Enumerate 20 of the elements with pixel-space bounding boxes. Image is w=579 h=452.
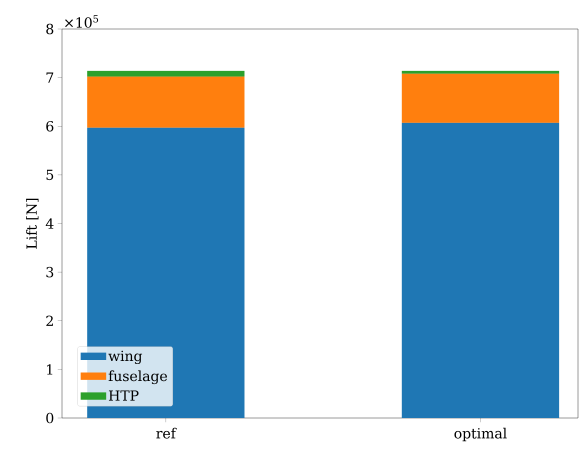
y-tick-label: 7 bbox=[46, 72, 54, 83]
y-tick-label: 2 bbox=[46, 316, 53, 326]
bar bbox=[402, 74, 560, 123]
y-axis-title: Lift [N] bbox=[26, 198, 39, 249]
y-tick-label: 4 bbox=[46, 218, 54, 229]
x-tick-label: optimal bbox=[454, 428, 507, 442]
legend-label: HTP bbox=[108, 390, 139, 401]
bar bbox=[87, 70, 244, 77]
y-tick-label: 8 bbox=[46, 24, 54, 34]
y-tick-label: 3 bbox=[46, 266, 54, 278]
y-tick-label: 6 bbox=[46, 120, 54, 132]
y-tick-label: 0 bbox=[46, 412, 54, 424]
text: ×10$^{5}$ bbox=[65, 15, 98, 28]
bar bbox=[87, 76, 244, 128]
bar bbox=[402, 122, 560, 418]
legend-label: wing bbox=[108, 350, 142, 364]
y-tick-label: 5 bbox=[46, 170, 54, 180]
x-tick-label: ref bbox=[156, 428, 177, 439]
y-tick-label: 1 bbox=[47, 364, 52, 375]
legend-label: fuselage bbox=[108, 370, 167, 384]
